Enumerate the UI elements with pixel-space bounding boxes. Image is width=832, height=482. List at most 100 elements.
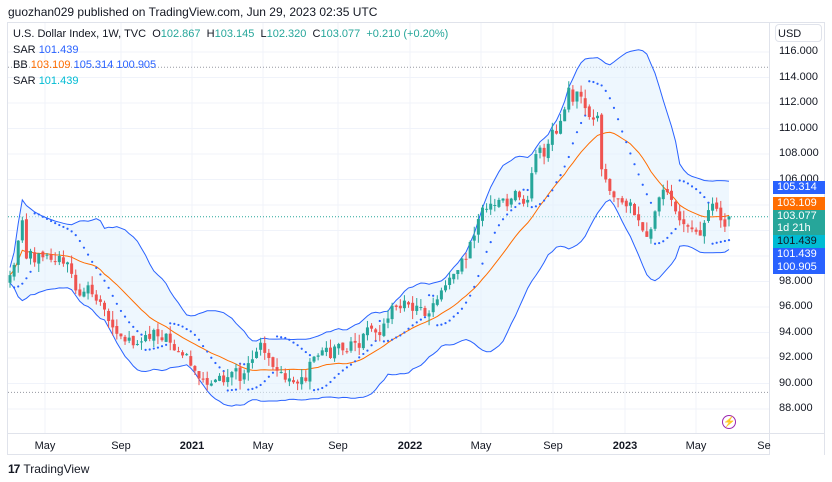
legend-sar2-row[interactable]: SAR 101.439 [13,74,448,90]
candle-body [711,203,715,211]
sar-dot [686,182,690,185]
candle-body [645,231,649,237]
sar-dot [723,239,726,243]
sar-dot [17,285,20,288]
sar-dot [374,339,377,342]
candle-body [476,219,480,235]
sar-dot [427,294,431,297]
sar-dot [719,240,722,243]
candle-body [641,222,645,231]
price-tick-label: 88.000 [779,402,813,414]
sar-dot [547,194,550,198]
candle-body [189,356,193,366]
time-tick-label: May [685,440,707,452]
sar-dot [58,223,61,227]
candle-body [431,303,435,313]
sar-dot [395,336,398,339]
bb-basis-line [9,131,730,371]
candle-body [320,350,324,356]
candle-body [444,285,448,291]
sar-dot [407,327,410,330]
sar-dot [177,323,180,327]
currency-label[interactable]: USD [775,24,822,42]
sar-dot [440,323,443,326]
legend-bb-row[interactable]: BB 103.109 105.314 100.905 [13,58,448,74]
sar-dot [37,213,40,216]
price-tick-label: 92.000 [779,351,813,363]
candle-body [213,379,217,383]
price-tag-sar1: 101.439 [773,248,825,261]
candle-body [723,219,727,227]
sar-dot [674,227,677,231]
candle-body [156,329,160,337]
sar-dot [621,130,624,133]
sar-dot [460,307,464,310]
tradingview-logo[interactable]: 17 TradingView [8,462,89,476]
candle-body [665,188,669,193]
candle-body [238,367,242,381]
sar-dot [99,273,102,276]
candle-body [316,355,320,357]
candle-body [612,191,616,198]
sar1-value: 101.439 [38,43,79,56]
time-tick-label: 2021 [179,440,205,452]
sar-dot [284,336,287,340]
sar-dot [695,188,698,191]
sar-dot [551,189,554,192]
sar-dot [411,324,414,327]
legend-sar1-row[interactable]: SAR 101.439 [13,43,448,59]
sar-dot [251,387,254,391]
sar-dot [275,335,279,338]
candle-body [181,352,185,356]
symbol-title[interactable]: U.S. Dollar Index, 1W, TVC [13,28,147,40]
candle-body [497,199,501,207]
candle-body [485,208,489,210]
sar-dot [690,185,694,188]
close-value: 103.077 [320,28,361,40]
candle-body [538,147,542,153]
candle-body [287,378,291,382]
candle-body [222,375,226,383]
candle-body [616,198,620,200]
flash-icon[interactable]: ⚡ [722,415,736,429]
time-tick-label: 2022 [397,440,423,452]
sar-dot [226,389,229,392]
sar-dot [682,180,685,183]
time-axis[interactable] [7,433,769,455]
sar-dot [115,302,118,305]
sar-dot [707,201,710,204]
candle-body [596,115,600,119]
sar-dot [210,356,213,359]
sar-dot [575,131,579,134]
candle-body [534,154,538,173]
candle-body [365,327,369,336]
candle-body [402,300,406,309]
candle-body [275,367,279,371]
legend: U.S. Dollar Index, 1W, TVC O102.867 H103… [13,27,448,89]
sar-dot [526,188,529,192]
sar-dot [300,347,303,350]
sar-dot [699,191,702,194]
candle-body [439,290,443,300]
sar-dot [243,363,246,366]
brand-name: TradingView [23,462,90,476]
sar-dot [510,209,513,212]
bb-lower-line [9,199,730,407]
candle-body [324,347,328,353]
candle-body [628,202,632,206]
sar-dot [658,241,661,245]
time-tick-label: May [470,440,492,452]
sar-dot [563,165,566,168]
sar-dot [612,106,616,109]
sar-dot [341,369,344,372]
candle-body [657,197,661,212]
sar-dot [136,330,139,333]
candle-body [8,275,12,283]
sar-dot [169,322,172,325]
sar-dot [616,118,620,121]
sar-dot [317,388,320,391]
candle-body [115,326,119,334]
sar-dot [66,227,69,230]
sar-dot [477,274,480,278]
sar-dot [107,286,110,289]
